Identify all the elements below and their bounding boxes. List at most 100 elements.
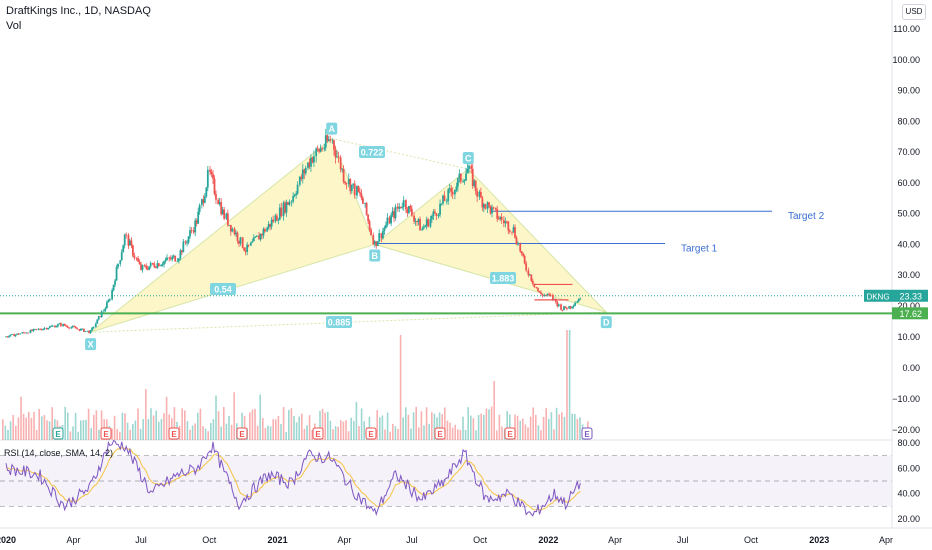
candle-body <box>301 169 304 179</box>
volume-bar <box>459 430 462 440</box>
volume-bar <box>142 419 144 440</box>
volume-bar <box>181 408 183 440</box>
candle-body <box>80 328 82 331</box>
candle-body <box>431 215 433 220</box>
volume-bar <box>280 424 282 440</box>
candle-body <box>448 188 451 190</box>
x-tick-label: 2021 <box>268 535 288 545</box>
volume-bar <box>407 414 410 440</box>
ratio-label-bg <box>490 272 516 284</box>
candle-body <box>42 328 44 330</box>
volume-bar <box>72 426 74 440</box>
candle-body <box>462 181 464 182</box>
candle-body <box>156 263 159 269</box>
volume-bar <box>17 417 20 440</box>
point-label-b-bg <box>369 249 381 262</box>
candle-body <box>148 266 151 270</box>
candle-body <box>414 221 417 222</box>
volume-bar <box>431 412 433 440</box>
candle-body <box>442 195 444 204</box>
volume-bar <box>12 414 14 440</box>
candle-body <box>275 215 278 221</box>
candle-body <box>83 328 85 332</box>
candle-body <box>197 211 200 224</box>
candle-body <box>235 232 237 235</box>
volume-bar <box>163 413 165 440</box>
currency-button[interactable]: USD <box>902 4 926 20</box>
candle-body <box>295 193 298 196</box>
earnings-marker <box>312 427 324 440</box>
candle-body <box>198 205 201 212</box>
volume-bar <box>509 414 511 440</box>
candle-body <box>507 221 510 231</box>
price-tick-label: 50.00 <box>897 209 920 219</box>
candle-body <box>135 257 138 259</box>
volume-bar <box>7 429 9 440</box>
volume-bar <box>493 381 495 440</box>
candle-body <box>535 286 538 289</box>
candle-body <box>520 251 523 254</box>
candle-body <box>388 217 391 224</box>
candle-body <box>133 255 136 258</box>
volume-bar <box>158 421 160 440</box>
volume-bar <box>342 421 345 440</box>
volume-bar <box>137 408 139 440</box>
volume-tick-label: 10.00 <box>897 332 920 342</box>
candle-body <box>336 156 338 158</box>
candle-body <box>108 299 111 301</box>
candle-body <box>37 328 40 330</box>
candle-body <box>349 178 352 192</box>
candle-body <box>545 295 548 296</box>
candle-body <box>394 206 397 219</box>
candle-body <box>341 168 344 170</box>
candle-body <box>500 217 503 221</box>
x-tick-label: Jul <box>406 535 418 545</box>
volume-bar <box>2 419 4 440</box>
volume-bar <box>410 428 412 440</box>
volume-bar <box>506 411 508 440</box>
volume-bar <box>285 431 287 440</box>
candle-body <box>161 264 164 266</box>
candle-body <box>89 330 92 334</box>
candle-body <box>274 215 277 222</box>
volume-bar <box>345 420 347 440</box>
candle-body <box>122 245 125 253</box>
candle-body <box>34 328 36 330</box>
volume-bar <box>80 420 82 440</box>
x-tick-label: Oct <box>473 535 488 545</box>
candle-body <box>180 250 183 253</box>
candle-body <box>287 202 289 205</box>
volume-bar <box>464 429 467 440</box>
candle-body <box>88 330 91 334</box>
volume-bar <box>490 406 493 440</box>
candle-body <box>576 301 579 303</box>
candle-body <box>290 201 293 203</box>
volume-bar <box>542 416 545 440</box>
candle-body <box>523 255 526 264</box>
ratio-label-bg <box>326 316 352 328</box>
volume-bar <box>392 423 394 440</box>
candle-body <box>57 324 59 327</box>
candle-body <box>40 329 43 331</box>
x-tick-label: 2022 <box>538 535 558 545</box>
candle-body <box>316 148 319 150</box>
candle-body <box>154 267 157 269</box>
volume-bar <box>277 415 280 440</box>
volume-bar <box>30 417 33 440</box>
candle-body <box>450 188 453 192</box>
candle-body <box>195 220 198 224</box>
candle-body <box>476 191 479 197</box>
volume-bar <box>358 426 360 440</box>
candle-body <box>21 332 24 334</box>
x-tick-label: Apr <box>337 535 351 545</box>
volume-bar <box>225 423 228 440</box>
earnings-marker <box>504 427 516 440</box>
volume-label: Vol <box>6 20 22 32</box>
earnings-marker <box>52 427 64 440</box>
candle-body <box>378 233 381 242</box>
x-tick-label: Oct <box>744 535 759 545</box>
candle-body <box>215 194 217 200</box>
candle-body <box>19 333 21 335</box>
candle-body <box>296 184 299 194</box>
